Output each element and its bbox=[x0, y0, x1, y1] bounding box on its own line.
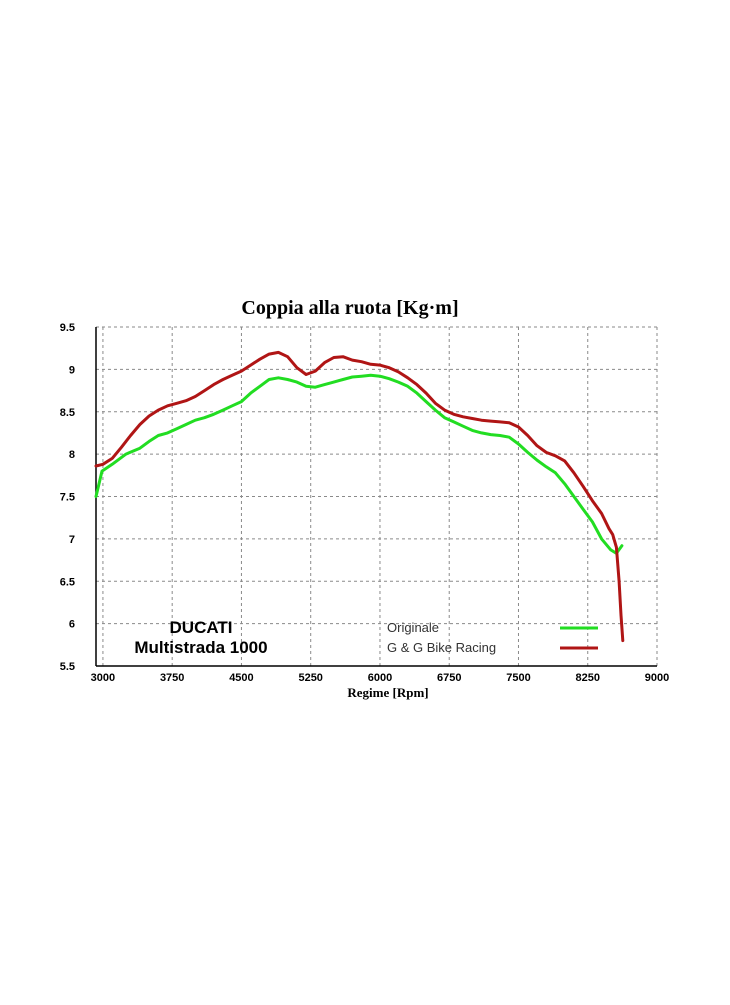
legend-label-originale: Originale bbox=[387, 620, 439, 635]
x-tick-label: 6750 bbox=[437, 672, 461, 684]
annotation-block: DUCATI Multistrada 1000 bbox=[134, 618, 267, 657]
y-tick-label: 6 bbox=[69, 619, 75, 631]
y-tick-label: 9 bbox=[69, 364, 75, 376]
x-axis-label: Regime [Rpm] bbox=[347, 685, 428, 700]
y-tick-label: 7 bbox=[69, 534, 75, 546]
y-tick-label: 9.5 bbox=[60, 322, 75, 334]
y-tick-label: 7.5 bbox=[60, 492, 75, 504]
x-tick-label: 7500 bbox=[506, 672, 530, 684]
series-line-gg-bike-racing bbox=[94, 350, 625, 643]
annotation-line-2: Multistrada 1000 bbox=[134, 638, 267, 657]
x-tick-labels: 3000 3750 4500 5250 6000 6750 7500 8250 9000 bbox=[91, 672, 670, 684]
y-tick-labels: 5.5 6 6.5 7 7.5 8 8.5 9 9.5 bbox=[60, 322, 75, 673]
x-tick-label: 4500 bbox=[229, 672, 253, 684]
legend-label-gg: G & G Bike Racing bbox=[387, 640, 496, 655]
x-tick-label: 6000 bbox=[368, 672, 392, 684]
legend: Originale G & G Bike Racing bbox=[387, 620, 598, 655]
series-line-originale bbox=[94, 373, 624, 555]
x-tick-label: 3000 bbox=[91, 672, 115, 684]
x-tick-label: 5250 bbox=[298, 672, 322, 684]
x-tick-label: 3750 bbox=[160, 672, 184, 684]
chart-title: Coppia alla ruota [Kg·m] bbox=[241, 297, 458, 319]
y-tick-label: 6.5 bbox=[60, 576, 75, 588]
series-layer bbox=[94, 350, 625, 643]
x-tick-label: 9000 bbox=[645, 672, 669, 684]
grid-layer bbox=[96, 326, 658, 666]
y-tick-label: 8.5 bbox=[60, 407, 75, 419]
x-tick-label: 8250 bbox=[575, 672, 599, 684]
annotation-line-1: DUCATI bbox=[170, 618, 233, 637]
y-tick-label: 8 bbox=[69, 449, 75, 461]
y-tick-label: 5.5 bbox=[60, 661, 75, 673]
